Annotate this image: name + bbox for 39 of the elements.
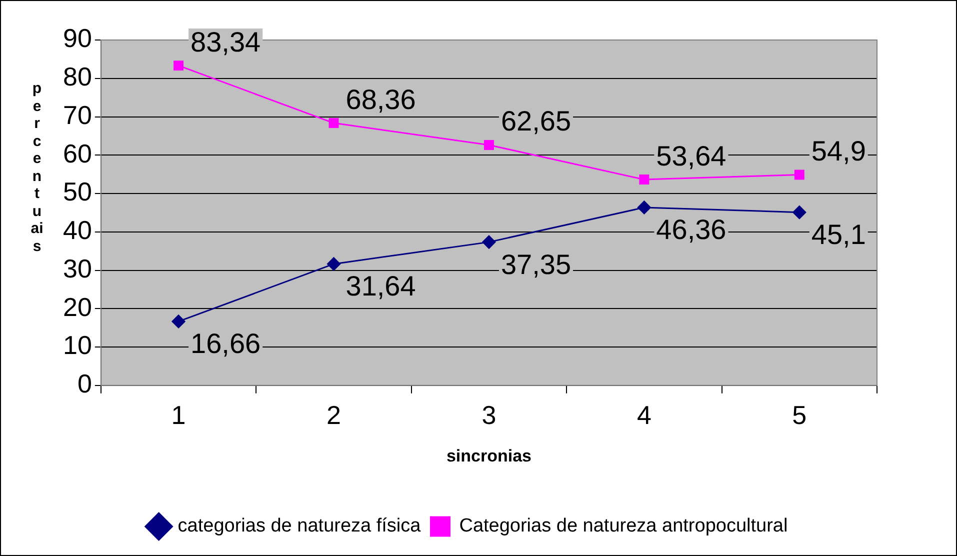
data-label: 83,34 <box>190 26 261 58</box>
point <box>637 200 651 214</box>
y-tick-label: 60 <box>63 138 92 168</box>
y-tick-label: 10 <box>63 330 92 360</box>
y-tick-label: 40 <box>63 215 92 246</box>
legend-label: Categorias de natureza antropocultural <box>459 516 788 537</box>
x-tick-label: 2 <box>326 400 341 430</box>
data-label: 16,66 <box>190 328 261 360</box>
x-tick-label: 3 <box>482 400 496 430</box>
point <box>174 60 184 71</box>
data-label: 46,36 <box>656 214 726 246</box>
point <box>172 314 186 328</box>
point <box>482 235 496 249</box>
data-label: 37,35 <box>500 248 572 280</box>
y-tick-label: 0 <box>77 368 92 399</box>
data-label: 62,65 <box>500 106 572 137</box>
x-tick-label: 5 <box>792 400 807 430</box>
point <box>792 206 806 220</box>
y-tick-label: 20 <box>63 292 92 322</box>
point <box>794 170 804 180</box>
x-tick-label: 4 <box>636 400 652 430</box>
data-label: 54,9 <box>811 135 866 166</box>
point <box>639 174 650 185</box>
legend-label: categorias de natureza física <box>178 516 422 537</box>
y-tick-label: 30 <box>63 253 92 284</box>
data-label: 53,64 <box>656 140 726 172</box>
data-label: 68,36 <box>346 84 416 115</box>
data-label: 45,1 <box>811 219 866 250</box>
y-tick-label: 90 <box>63 23 92 54</box>
data-label: 31,64 <box>346 270 416 302</box>
point <box>326 257 340 271</box>
y-tick-label: 70 <box>63 100 92 130</box>
y-tick-label: 50 <box>63 176 92 207</box>
point <box>328 118 339 128</box>
x-axis-title: sincronias <box>446 446 532 466</box>
y-tick-label: 80 <box>63 62 92 92</box>
text: percentuais <box>30 80 44 254</box>
x-tick-label: 1 <box>171 400 186 430</box>
point <box>484 140 494 150</box>
